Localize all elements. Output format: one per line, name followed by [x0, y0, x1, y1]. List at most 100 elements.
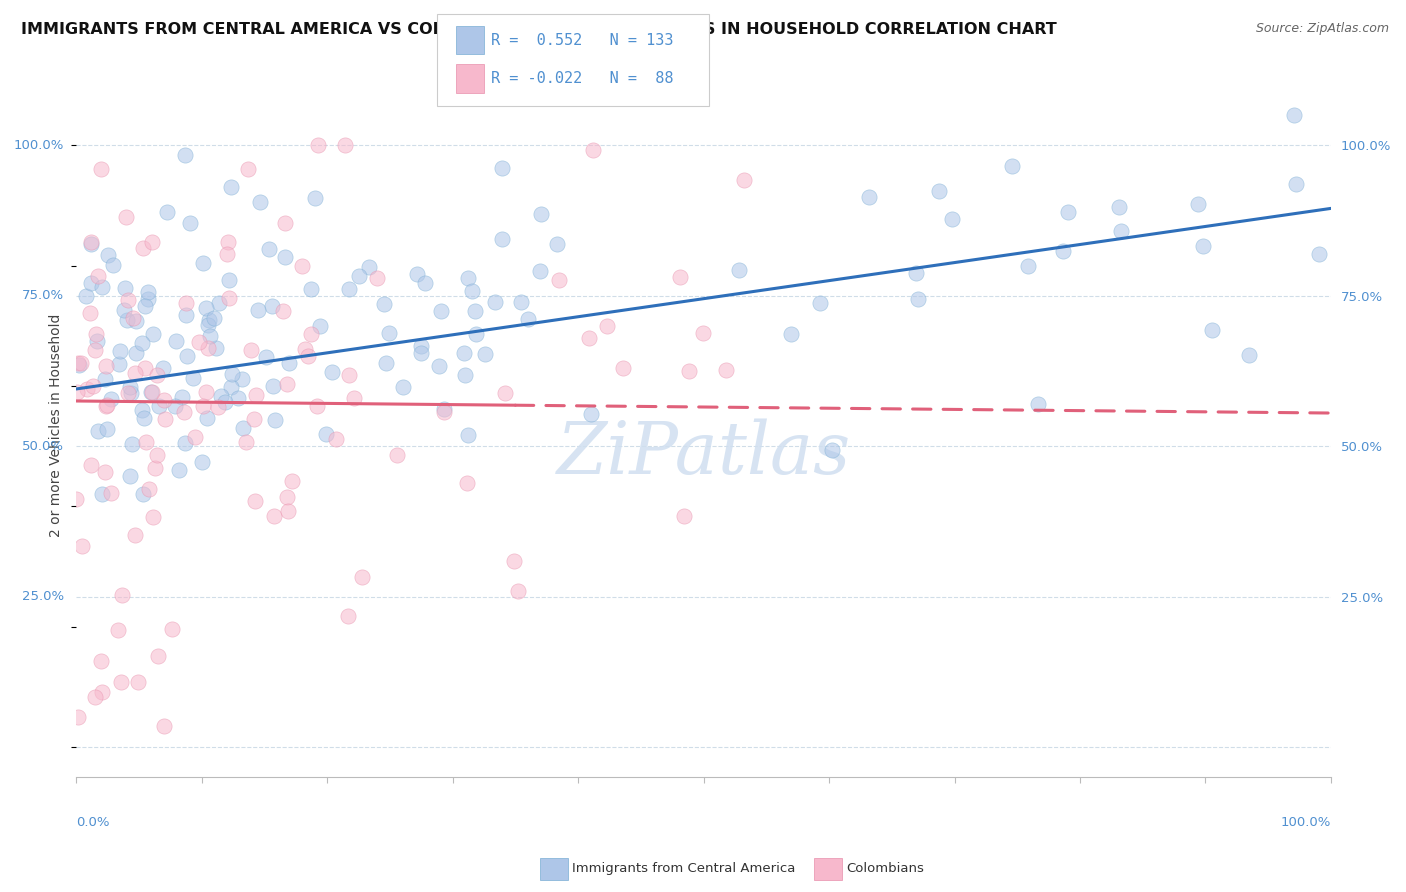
Point [273, 250, 295, 264]
Text: 75.0%: 75.0% [21, 289, 63, 302]
Point [579, 407, 602, 421]
Point [80, 235, 103, 249]
Point [96, 422, 118, 436]
Point [243, 411, 266, 425]
Point [138, 482, 160, 496]
Point [176, 349, 198, 363]
Point [336, 609, 359, 624]
Point [97, 248, 120, 262]
Point [491, 232, 513, 246]
Point [907, 292, 929, 306]
Point [86, 269, 108, 284]
Point [359, 260, 381, 274]
Point [335, 138, 357, 153]
Point [197, 341, 219, 355]
Point [1308, 246, 1330, 260]
Point [184, 430, 207, 444]
Text: R =  0.552   N = 133: R = 0.552 N = 133 [491, 33, 673, 47]
Text: IMMIGRANTS FROM CENTRAL AMERICA VS COLOMBIAN 2 OR MORE VEHICLES IN HOUSEHOLD COR: IMMIGRANTS FROM CENTRAL AMERICA VS COLOM… [21, 22, 1057, 37]
Point [1282, 108, 1305, 122]
Point [343, 391, 366, 405]
Point [1026, 397, 1049, 411]
Text: 100.0%: 100.0% [13, 138, 63, 152]
Point [411, 338, 433, 352]
Text: Colombians: Colombians [846, 863, 924, 875]
Point [1017, 259, 1039, 273]
Point [107, 357, 129, 371]
Point [231, 372, 253, 386]
Point [69, 356, 91, 370]
Point [117, 386, 139, 401]
Y-axis label: 2 or more Vehicles in Household: 2 or more Vehicles in Household [49, 313, 63, 537]
Point [142, 326, 165, 341]
Point [90, 162, 112, 177]
Point [238, 162, 260, 177]
Point [433, 401, 456, 416]
Point [94, 465, 117, 479]
Point [260, 299, 283, 313]
Text: ZiPatlas: ZiPatlas [557, 418, 851, 489]
Point [127, 675, 149, 690]
Point [243, 493, 266, 508]
Point [941, 212, 963, 227]
Text: Source: ZipAtlas.com: Source: ZipAtlas.com [1256, 22, 1389, 36]
Point [114, 281, 136, 295]
Point [1057, 205, 1080, 219]
Point [132, 241, 155, 255]
Point [96, 399, 118, 413]
Point [120, 385, 142, 400]
Point [263, 509, 285, 524]
Point [90, 654, 112, 668]
Point [456, 475, 478, 490]
Point [668, 270, 690, 285]
Point [195, 385, 218, 400]
Point [457, 427, 479, 442]
Point [429, 359, 451, 373]
Point [274, 215, 297, 229]
Point [232, 421, 254, 435]
Point [277, 504, 299, 518]
Point [86, 334, 108, 348]
Point [254, 351, 277, 365]
Point [132, 410, 155, 425]
Point [183, 370, 205, 384]
Point [141, 235, 163, 249]
Point [115, 313, 138, 327]
Point [87, 424, 110, 438]
Point [491, 161, 513, 175]
Point [406, 267, 429, 281]
Point [143, 460, 166, 475]
Point [91, 487, 114, 501]
Point [673, 509, 696, 524]
Point [152, 360, 174, 375]
Point [457, 271, 479, 285]
Point [82, 379, 104, 393]
Point [529, 263, 551, 277]
Point [174, 308, 197, 322]
Point [1108, 200, 1130, 214]
Text: 25.0%: 25.0% [21, 591, 63, 603]
Point [112, 302, 135, 317]
Point [110, 675, 132, 690]
Point [173, 148, 195, 162]
Point [118, 380, 141, 394]
Point [125, 314, 148, 328]
Point [188, 335, 211, 350]
Point [506, 584, 529, 599]
Point [91, 685, 114, 699]
Point [337, 368, 360, 383]
Point [103, 258, 125, 272]
Point [374, 356, 396, 370]
Point [195, 411, 218, 425]
Point [218, 273, 240, 287]
Point [373, 297, 395, 311]
Point [165, 399, 187, 413]
Point [79, 237, 101, 252]
Point [821, 442, 844, 457]
Point [546, 237, 568, 252]
Point [321, 365, 343, 379]
Point [1111, 224, 1133, 238]
Point [217, 235, 239, 250]
Point [207, 401, 229, 415]
Point [91, 280, 114, 294]
